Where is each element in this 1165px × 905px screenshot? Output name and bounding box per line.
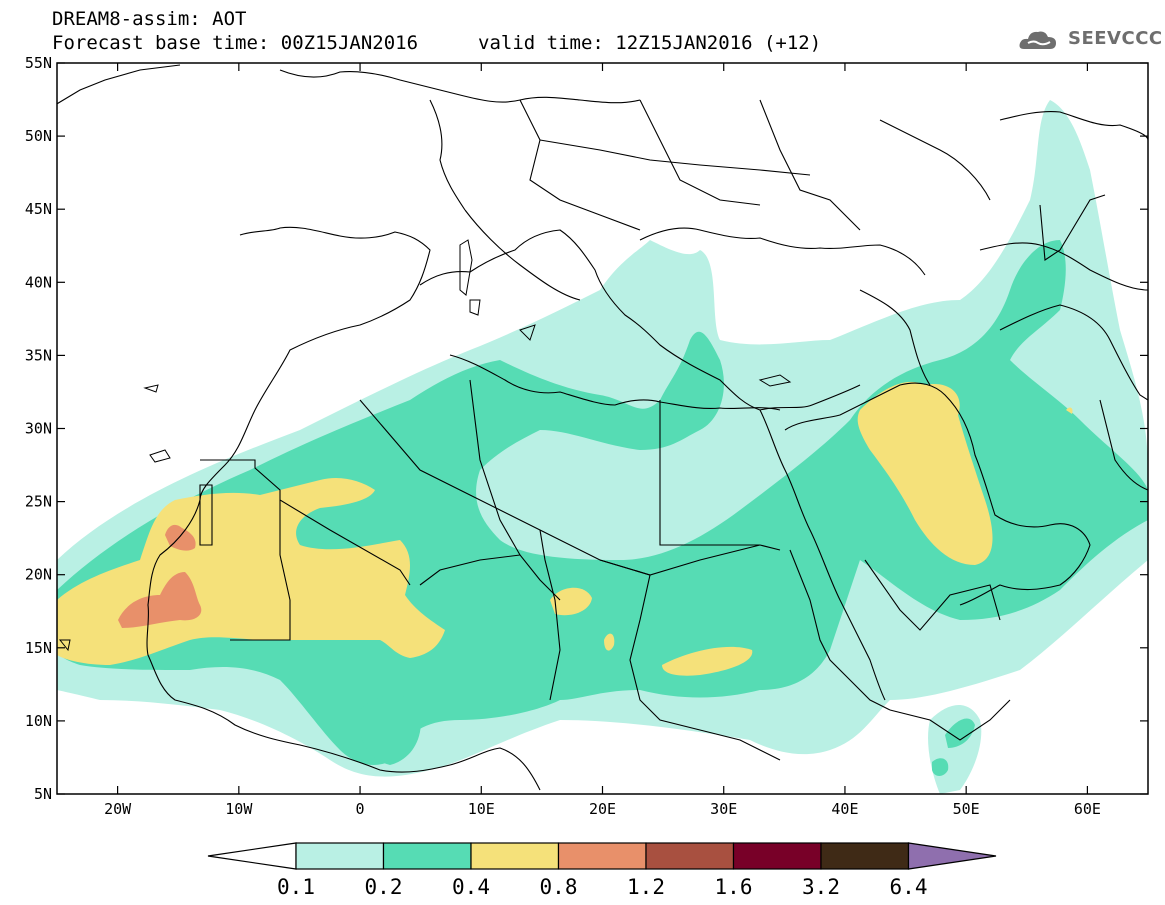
lat-tick-label: 5N [34, 785, 52, 803]
forecast-base-time: Forecast base time: 00Z15JAN2016 [52, 32, 419, 54]
colorbar-swatch [470, 842, 560, 870]
lon-tick-label: 0 [356, 800, 365, 818]
cloud-icon [1019, 31, 1056, 49]
colorbar-low-arrow [207, 842, 297, 870]
colorbar-label: 0.8 [540, 875, 578, 899]
colorbar-swatch [557, 842, 647, 870]
map-title: DREAM8-assim: AOT [52, 8, 247, 30]
colorbar-label: 3.2 [802, 875, 840, 899]
lon-tick-label: 40E [831, 800, 858, 818]
colorbar-swatch [645, 842, 735, 870]
lon-tick-label: 30E [710, 800, 737, 818]
logo-text: SEEVCCC [1068, 28, 1163, 49]
colorbar-swatch [820, 842, 910, 870]
lon-tick-label: 10E [468, 800, 495, 818]
colorbar-label: 6.4 [890, 875, 928, 899]
lon-tick-label: 50E [953, 800, 980, 818]
country-borders [57, 64, 1148, 791]
colorbar-label: 0.4 [452, 875, 490, 899]
colorbar-label: 0.2 [365, 875, 403, 899]
colorbar-swatch [382, 842, 472, 870]
colorbar-label: 1.2 [627, 875, 665, 899]
lon-tick-label: 60E [1074, 800, 1101, 818]
lon-tick-label: 20W [104, 800, 132, 818]
lat-tick-label: 35N [25, 346, 52, 364]
colorbar-swatch [295, 842, 385, 870]
lat-tick-label: 50N [25, 127, 52, 145]
islands [58, 239, 792, 652]
lat-tick-label: 45N [25, 200, 52, 218]
lon-tick-label: 20E [589, 800, 616, 818]
lat-tick-label: 20N [25, 566, 52, 584]
lat-tick-label: 10N [25, 712, 52, 730]
lat-tick-label: 25N [25, 493, 52, 511]
colorbar-label: 0.1 [277, 875, 315, 899]
colorbar-high-arrow [907, 842, 997, 870]
axis-ticks: 20W 10W 0 10E 20E 30E 40E 50E 60E 5N 10N 15N 20N 25N 3… [25, 54, 1148, 818]
lat-tick-label: 40N [25, 273, 52, 291]
colorbar-label: 1.6 [715, 875, 753, 899]
lat-tick-label: 15N [25, 639, 52, 657]
lat-tick-label: 30N [25, 420, 52, 438]
lat-tick-label: 55N [25, 54, 52, 72]
lon-tick-label: 10W [225, 800, 253, 818]
valid-time: valid time: 12Z15JAN2016 (+12) [478, 32, 822, 54]
colorbar-swatch [732, 842, 822, 870]
